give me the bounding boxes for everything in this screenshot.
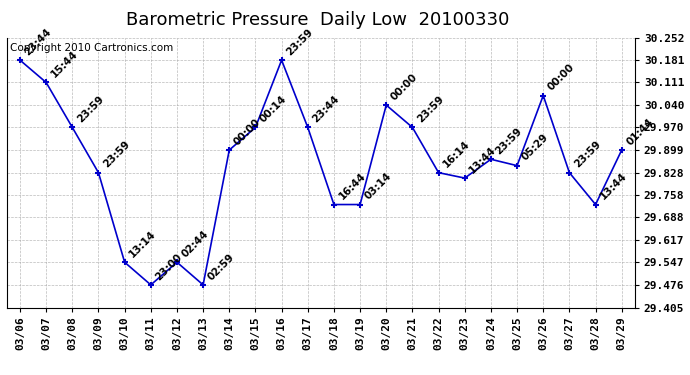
Text: 00:00: 00:00	[389, 72, 420, 102]
Text: 23:59: 23:59	[75, 94, 106, 124]
Text: 01:44: 01:44	[624, 117, 656, 147]
Text: 23:44: 23:44	[23, 27, 53, 57]
Text: 13:44: 13:44	[598, 171, 629, 202]
Text: 23:59: 23:59	[493, 126, 524, 156]
Text: 03:14: 03:14	[363, 171, 393, 202]
Text: 15:44: 15:44	[49, 49, 79, 80]
Text: 23:59: 23:59	[415, 94, 446, 124]
Text: 13:14: 13:14	[128, 229, 158, 260]
Text: Barometric Pressure  Daily Low  20100330: Barometric Pressure Daily Low 20100330	[126, 11, 509, 29]
Text: 23:00: 23:00	[154, 252, 184, 282]
Text: 00:00: 00:00	[232, 117, 263, 147]
Text: 23:59: 23:59	[284, 27, 315, 57]
Text: 16:14: 16:14	[442, 139, 472, 170]
Text: 23:59: 23:59	[572, 140, 602, 170]
Text: 02:59: 02:59	[206, 252, 236, 282]
Text: 02:44: 02:44	[179, 229, 210, 260]
Text: Copyright 2010 Cartronics.com: Copyright 2010 Cartronics.com	[10, 43, 173, 53]
Text: 00:14: 00:14	[258, 94, 289, 124]
Text: 00:00: 00:00	[546, 62, 577, 93]
Text: 05:29: 05:29	[520, 132, 550, 163]
Text: 23:44: 23:44	[310, 94, 342, 124]
Text: 16:44: 16:44	[337, 171, 367, 202]
Text: 13:44: 13:44	[468, 145, 498, 175]
Text: 23:59: 23:59	[101, 140, 132, 170]
